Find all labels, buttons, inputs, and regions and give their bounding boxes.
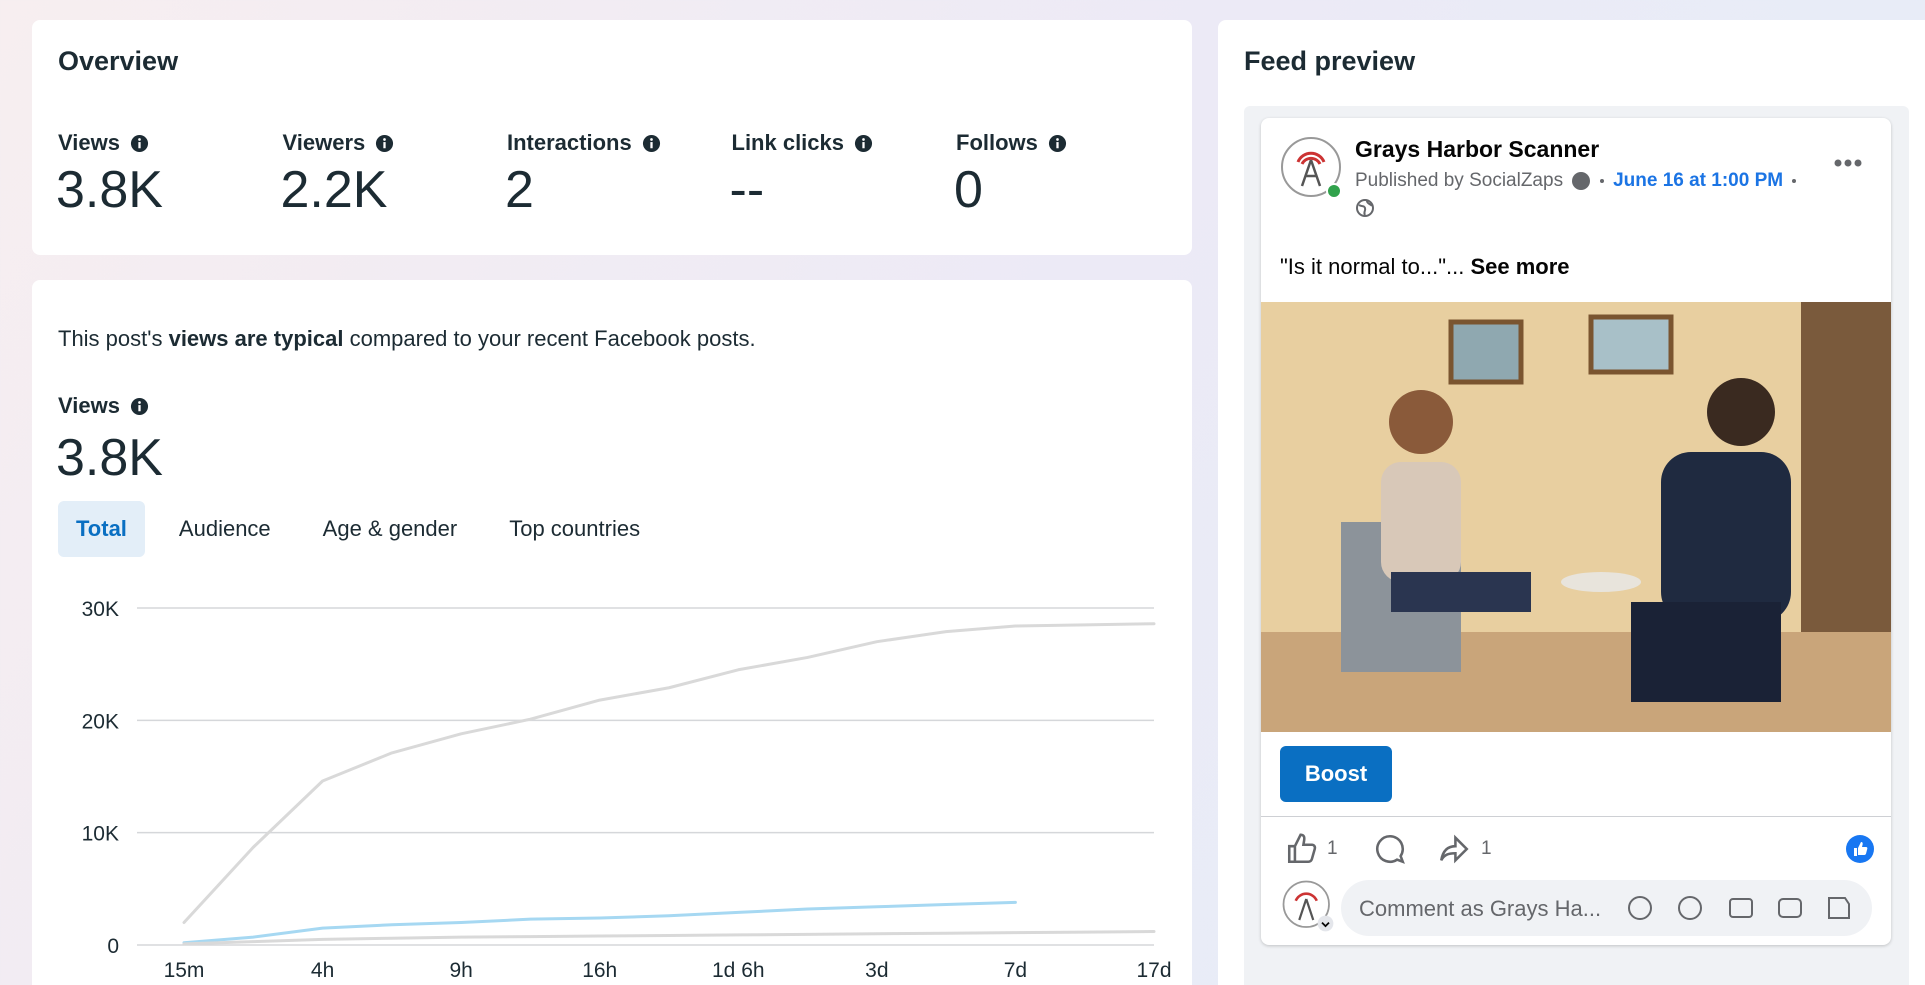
metric-value: 2 bbox=[505, 161, 534, 219]
label-text: Viewers bbox=[282, 130, 366, 155]
like-count: 1 bbox=[1327, 838, 1338, 859]
chart: 0 10K 20K 30K 15m 4h 9h 16h 1d 6h 3d 7d 17d bbox=[82, 598, 1172, 982]
series-line bbox=[182, 900, 1017, 945]
comment-tools[interactable] bbox=[1626, 894, 1866, 922]
metric-value: 2.2K bbox=[280, 161, 388, 219]
post-text: "Is it normal to..."... See more bbox=[1280, 254, 1570, 280]
info-icon[interactable] bbox=[130, 397, 149, 416]
views-panel: This post's views are typical compared t… bbox=[32, 280, 1192, 985]
x-tick-label: 1d 6h bbox=[712, 959, 765, 982]
label-text: Follows bbox=[956, 130, 1038, 155]
overview-panel: Overview Views 3.8K Viewers 2.2K Interaction… bbox=[32, 20, 1192, 255]
summary-bold: views are typical bbox=[168, 326, 344, 351]
reaction-icon bbox=[1846, 835, 1874, 863]
metric-label: Follows bbox=[956, 130, 1067, 156]
boost-button[interactable]: Boost bbox=[1280, 746, 1392, 802]
more-button[interactable] bbox=[1833, 158, 1863, 168]
metric-label: Link clicks bbox=[732, 130, 874, 156]
comment-placeholder: Comment as Grays Ha... bbox=[1359, 896, 1602, 921]
dot bbox=[1600, 179, 1605, 183]
overview-title: Overview bbox=[58, 46, 179, 76]
series-line bbox=[182, 622, 1156, 925]
commenter-avatar[interactable] bbox=[1280, 878, 1336, 934]
tabs: Total Audience Age & gender Top countries bbox=[58, 501, 658, 557]
x-tick-label: 16h bbox=[582, 959, 617, 982]
like-icon[interactable] bbox=[1285, 832, 1319, 866]
x-tick-label: 17d bbox=[1136, 959, 1171, 982]
metric-value: 0 bbox=[954, 161, 983, 219]
x-tick-label: 15m bbox=[164, 959, 205, 982]
post-card: Grays Harbor Scanner Published by Social… bbox=[1261, 118, 1891, 945]
series-line bbox=[182, 930, 1156, 946]
summary-text: compared to your recent Facebook posts. bbox=[343, 326, 756, 351]
tab[interactable]: Total bbox=[58, 501, 145, 557]
comment-icon[interactable] bbox=[1373, 832, 1407, 866]
divider bbox=[1261, 816, 1891, 817]
info-icon[interactable] bbox=[130, 134, 149, 153]
feed-title: Feed preview bbox=[1244, 46, 1416, 76]
info-icon[interactable] bbox=[1048, 134, 1067, 153]
comment-input[interactable]: Comment as Grays Ha... bbox=[1341, 880, 1872, 936]
label-text: Views bbox=[58, 130, 120, 155]
tab[interactable]: Audience bbox=[178, 516, 271, 541]
info-icon[interactable] bbox=[642, 134, 661, 153]
post-date[interactable]: June 16 at 1:00 PM bbox=[1613, 170, 1784, 191]
tab[interactable]: Age & gender bbox=[322, 516, 458, 541]
y-tick-label: 10K bbox=[82, 823, 119, 846]
y-tick-label: 30K bbox=[82, 598, 119, 621]
metric-label: Views bbox=[58, 130, 149, 156]
summary-text: This post's bbox=[58, 326, 169, 351]
label-text: Interactions bbox=[507, 130, 632, 155]
x-tick-label: 7d bbox=[1004, 959, 1027, 982]
metric-label: Interactions bbox=[507, 130, 661, 156]
views-label: Views bbox=[58, 393, 149, 419]
y-tick-label: 0 bbox=[107, 935, 119, 958]
feed-panel: Feed preview Grays Harbor Scanner Publis… bbox=[1218, 20, 1925, 985]
info-icon[interactable] bbox=[375, 134, 394, 153]
metric-label: Viewers bbox=[283, 130, 395, 156]
published-by: Published by SocialZaps bbox=[1355, 170, 1564, 191]
tab[interactable]: Top countries bbox=[509, 516, 641, 541]
x-tick-label: 9h bbox=[449, 959, 472, 982]
summary: This post's views are typical compared t… bbox=[58, 326, 756, 352]
dot bbox=[1792, 179, 1797, 183]
metric-value: -- bbox=[729, 161, 765, 219]
globe-icon bbox=[1356, 199, 1374, 217]
see-more[interactable]: See more bbox=[1470, 254, 1570, 279]
views-value: 3.8K bbox=[56, 429, 163, 487]
label-text: Link clicks bbox=[731, 130, 845, 155]
post-meta: Published by SocialZaps June 16 at 1:00 P… bbox=[1355, 170, 1797, 192]
post-text-body: "Is it normal to..."... bbox=[1280, 254, 1465, 279]
label-text: Views bbox=[58, 393, 120, 418]
y-tick-label: 20K bbox=[82, 710, 119, 733]
help-icon[interactable] bbox=[1571, 171, 1591, 191]
share-count: 1 bbox=[1481, 838, 1492, 859]
page-name[interactable]: Grays Harbor Scanner bbox=[1355, 136, 1600, 162]
metric-value: 3.8K bbox=[56, 161, 163, 219]
post-image bbox=[1261, 302, 1891, 732]
x-tick-label: 4h bbox=[311, 959, 334, 982]
info-icon[interactable] bbox=[854, 134, 873, 153]
page-avatar bbox=[1281, 137, 1342, 199]
share-icon[interactable] bbox=[1437, 832, 1471, 866]
x-tick-label: 3d bbox=[865, 959, 888, 982]
